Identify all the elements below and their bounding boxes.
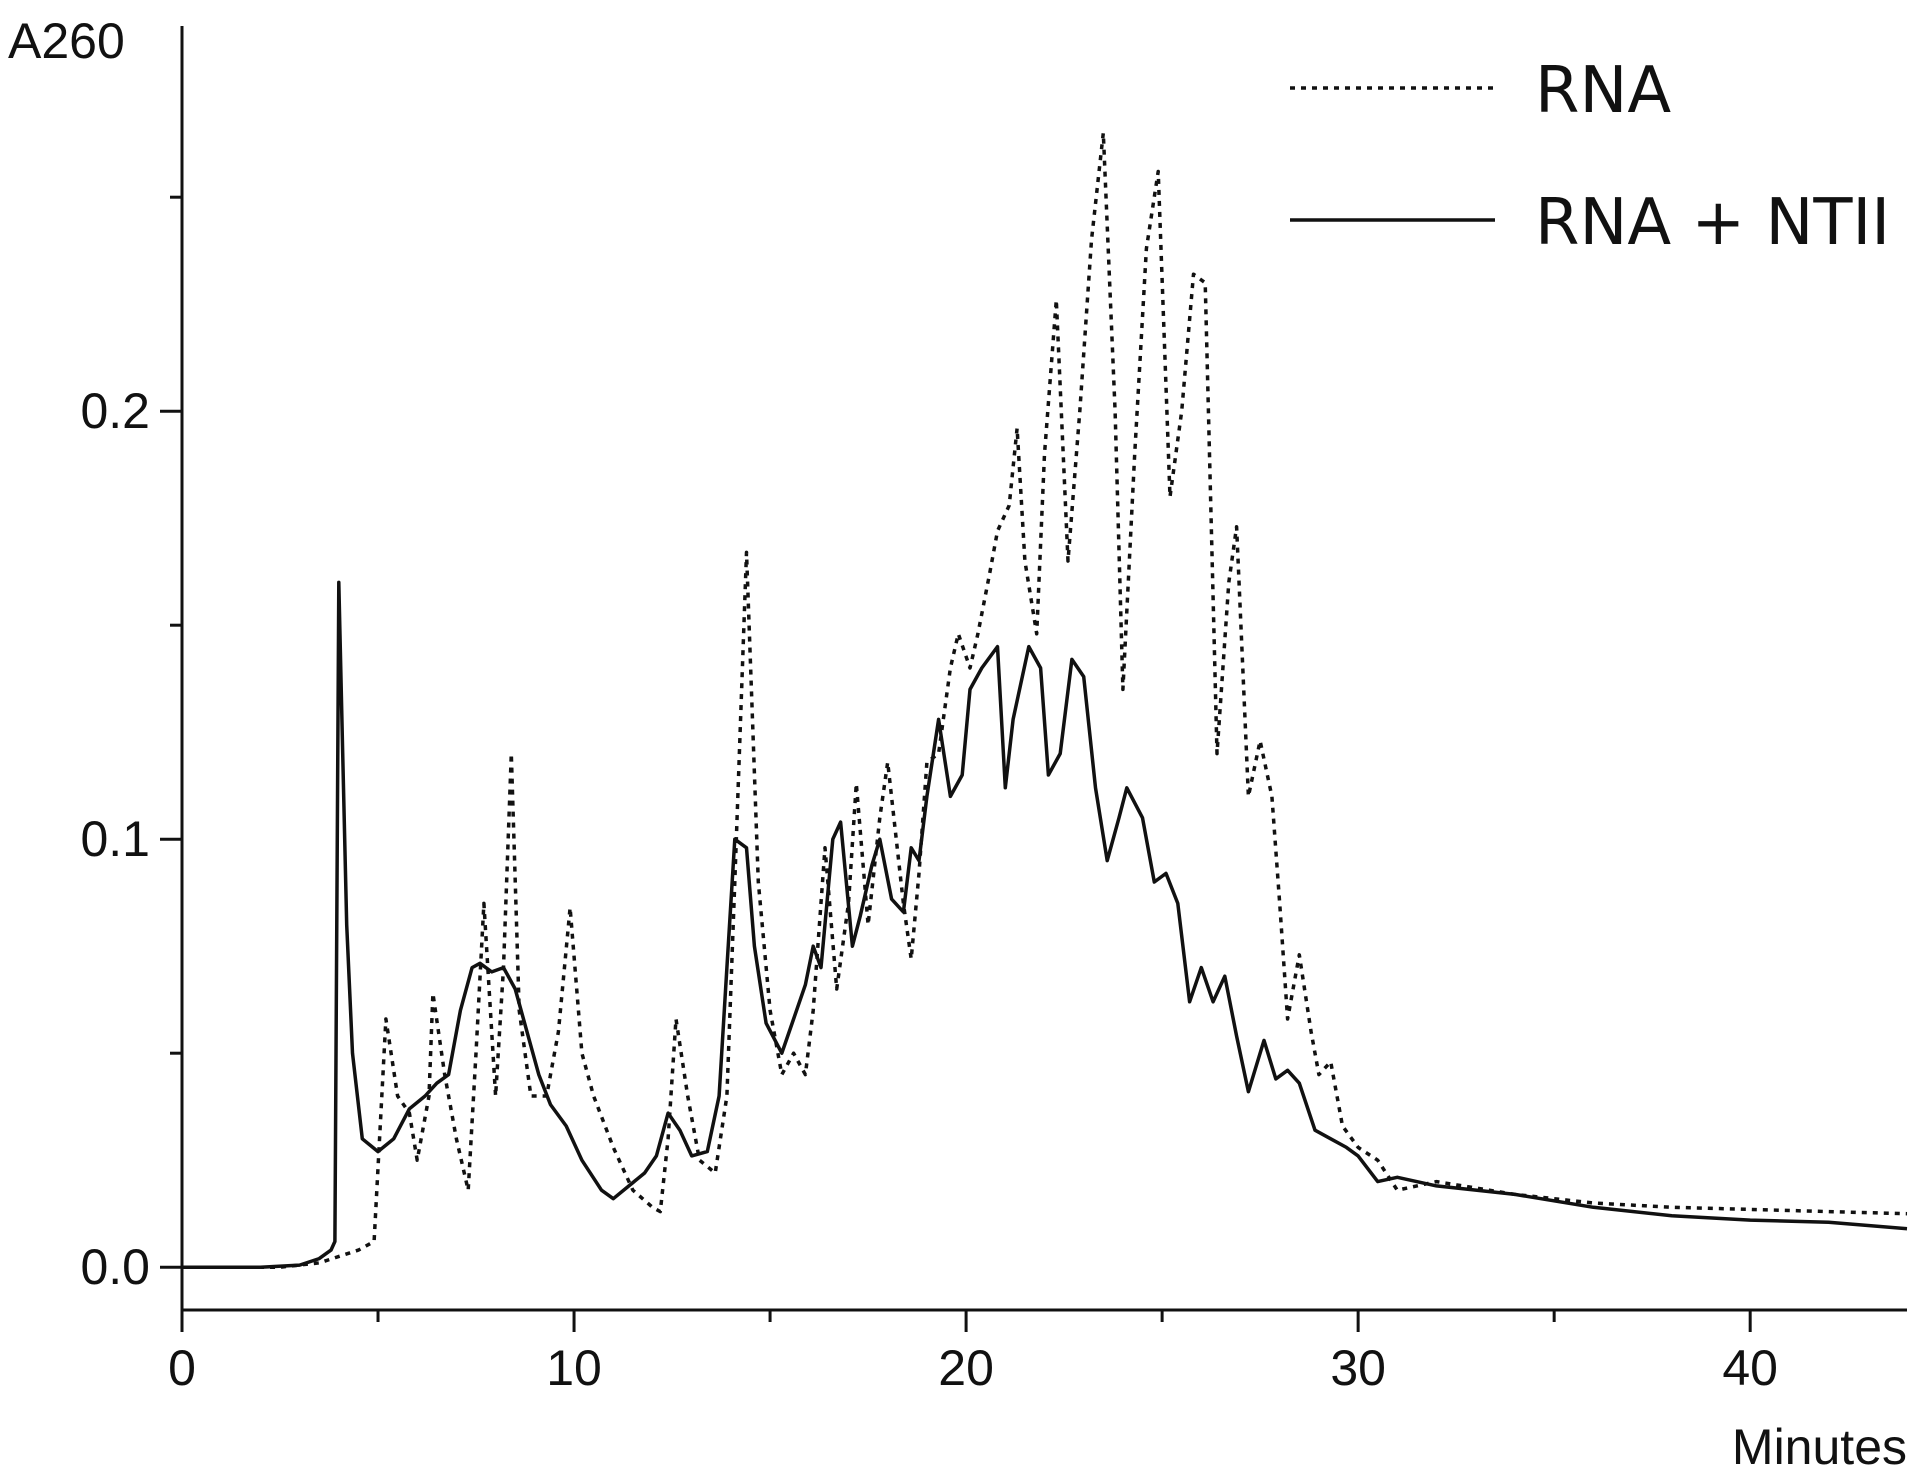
y-axis-ticks: 0.0 0.1 0.2 bbox=[80, 195, 182, 1295]
x-tick-label: 30 bbox=[1330, 1340, 1386, 1396]
y-tick-label: 0.0 bbox=[80, 1239, 150, 1295]
plot-area bbox=[182, 131, 1908, 1269]
legend-label-rna: RNA bbox=[1535, 54, 1671, 128]
x-tick-label: 10 bbox=[546, 1340, 602, 1396]
y-tick-label: 0.1 bbox=[80, 811, 150, 867]
x-tick-label: 20 bbox=[938, 1340, 994, 1396]
y-tick-label: 0.2 bbox=[80, 383, 150, 439]
x-tick-label: 0 bbox=[168, 1340, 196, 1396]
y-axis-label: A260 bbox=[8, 13, 125, 69]
legend: RNA RNA + NTII bbox=[1290, 54, 1890, 260]
series-line-rna-ntii bbox=[182, 580, 1908, 1269]
legend-label-rna-ntii: RNA + NTII bbox=[1535, 186, 1890, 260]
series-layer bbox=[182, 131, 1908, 1269]
series-line-rna bbox=[182, 131, 1908, 1269]
x-axis-ticks: 0 10 20 30 40 bbox=[168, 1310, 1778, 1396]
x-axis-label: Minutes bbox=[1732, 1419, 1907, 1475]
x-tick-label: 40 bbox=[1722, 1340, 1778, 1396]
